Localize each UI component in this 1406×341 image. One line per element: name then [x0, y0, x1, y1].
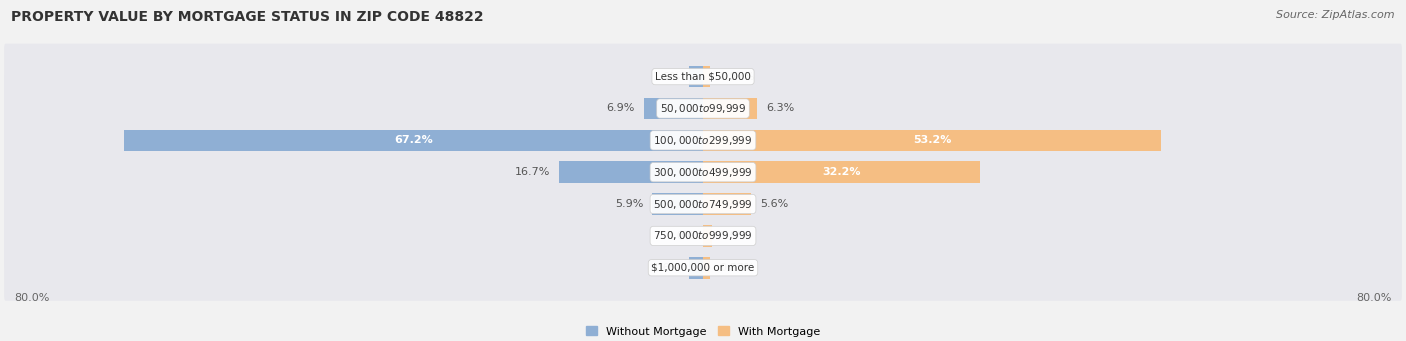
Text: 1.0%: 1.0%	[720, 231, 748, 241]
Text: $750,000 to $999,999: $750,000 to $999,999	[654, 229, 752, 242]
Bar	[124, 130, 703, 151]
Text: 6.3%: 6.3%	[766, 103, 794, 114]
Text: 0.87%: 0.87%	[718, 263, 755, 273]
Bar	[703, 161, 980, 183]
Text: Source: ZipAtlas.com: Source: ZipAtlas.com	[1277, 10, 1395, 20]
Bar	[703, 130, 1161, 151]
Text: $100,000 to $299,999: $100,000 to $299,999	[654, 134, 752, 147]
Text: 67.2%: 67.2%	[394, 135, 433, 145]
Text: 0.87%: 0.87%	[718, 72, 755, 81]
Bar	[703, 66, 710, 88]
Bar	[703, 225, 711, 247]
Bar	[703, 257, 710, 279]
Text: $50,000 to $99,999: $50,000 to $99,999	[659, 102, 747, 115]
FancyBboxPatch shape	[4, 107, 1402, 173]
Text: $500,000 to $749,999: $500,000 to $749,999	[654, 197, 752, 210]
Bar	[652, 193, 703, 215]
Text: 1.6%: 1.6%	[652, 263, 681, 273]
FancyBboxPatch shape	[4, 171, 1402, 237]
Text: 32.2%: 32.2%	[823, 167, 860, 177]
Bar	[689, 257, 703, 279]
Text: 53.2%: 53.2%	[912, 135, 952, 145]
FancyBboxPatch shape	[4, 203, 1402, 269]
Bar	[644, 98, 703, 119]
Text: 6.9%: 6.9%	[606, 103, 636, 114]
Text: 16.7%: 16.7%	[515, 167, 551, 177]
Text: 80.0%: 80.0%	[1357, 293, 1392, 302]
FancyBboxPatch shape	[4, 44, 1402, 109]
Bar	[703, 98, 758, 119]
Bar	[689, 66, 703, 88]
Text: 1.6%: 1.6%	[652, 72, 681, 81]
FancyBboxPatch shape	[4, 235, 1402, 301]
Text: 80.0%: 80.0%	[14, 293, 49, 302]
Text: $1,000,000 or more: $1,000,000 or more	[651, 263, 755, 273]
Text: Less than $50,000: Less than $50,000	[655, 72, 751, 81]
Text: $300,000 to $499,999: $300,000 to $499,999	[654, 166, 752, 179]
Legend: Without Mortgage, With Mortgage: Without Mortgage, With Mortgage	[582, 322, 824, 341]
FancyBboxPatch shape	[4, 76, 1402, 142]
FancyBboxPatch shape	[4, 139, 1402, 205]
Text: 5.6%: 5.6%	[759, 199, 789, 209]
Bar	[703, 193, 751, 215]
Text: PROPERTY VALUE BY MORTGAGE STATUS IN ZIP CODE 48822: PROPERTY VALUE BY MORTGAGE STATUS IN ZIP…	[11, 10, 484, 24]
Text: 5.9%: 5.9%	[616, 199, 644, 209]
Text: 0.0%: 0.0%	[666, 231, 695, 241]
Bar	[560, 161, 703, 183]
